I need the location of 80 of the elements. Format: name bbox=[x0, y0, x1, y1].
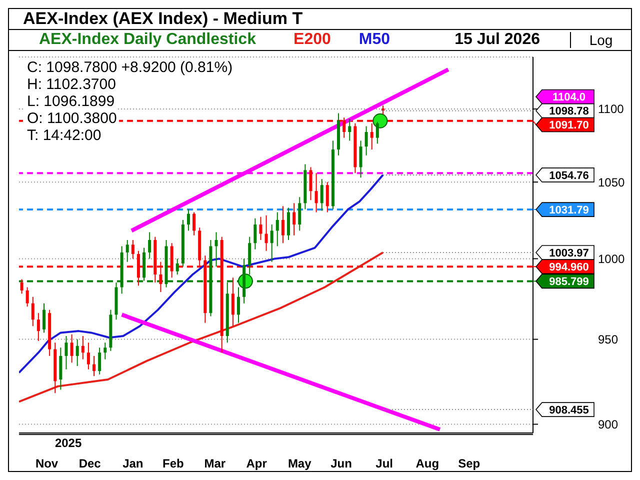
annotation: O: 1100.3800 bbox=[25, 110, 119, 127]
ref-line-label: 994.960 bbox=[549, 262, 589, 274]
candlestick bbox=[214, 232, 218, 268]
line-series bbox=[19, 251, 384, 403]
candlestick bbox=[104, 342, 107, 360]
text: E200 bbox=[294, 31, 331, 49]
candlestick bbox=[248, 236, 252, 276]
candlestick bbox=[20, 278, 24, 294]
candlestick bbox=[31, 296, 34, 327]
text: Log bbox=[570, 32, 631, 48]
x-tick-label: Jul bbox=[376, 456, 394, 471]
candlestick bbox=[254, 218, 257, 250]
candlestick bbox=[186, 208, 190, 232]
candlestick bbox=[281, 206, 284, 244]
candlestick bbox=[59, 347, 62, 390]
ref-line-label: 1091.70 bbox=[549, 120, 589, 132]
candlestick bbox=[192, 212, 196, 236]
candlestick bbox=[270, 224, 274, 262]
candlestick bbox=[36, 312, 40, 342]
candlestick bbox=[348, 118, 352, 142]
y-tick-label: 1100 bbox=[598, 102, 624, 116]
candlestick bbox=[276, 212, 279, 247]
chart-title: AEX-Index (AEX Index) - Medium T bbox=[9, 9, 631, 30]
annotation: H: 1102.3700 bbox=[25, 76, 118, 93]
text: 2025 bbox=[54, 436, 83, 450]
candlestick bbox=[86, 342, 90, 370]
annotation: 1098.78 bbox=[549, 106, 589, 118]
text: 15 Jul 2026 bbox=[454, 31, 540, 49]
candlestick bbox=[376, 121, 379, 144]
annotation: T: 14:42:00 bbox=[25, 127, 104, 144]
x-tick-label: Mar bbox=[204, 456, 226, 471]
annotation: 1003.97 bbox=[549, 247, 589, 260]
candlestick bbox=[81, 336, 84, 360]
y-tick-label: 1050 bbox=[598, 175, 626, 190]
candlestick bbox=[98, 347, 102, 375]
x-tick-label: Nov bbox=[35, 456, 58, 471]
candlestick bbox=[70, 334, 74, 364]
candlestick bbox=[292, 202, 296, 236]
chart-subtitle: AEX-Index Daily Candlestick bbox=[38, 31, 257, 49]
line-series bbox=[19, 174, 384, 374]
ref-line-label: 1031.79 bbox=[549, 204, 589, 217]
candlestick bbox=[264, 214, 268, 252]
x-tick-label: Dec bbox=[78, 456, 102, 471]
x-tick-label: Jan bbox=[122, 456, 144, 471]
candlestick bbox=[309, 166, 312, 201]
x-tick-label: Sep bbox=[458, 456, 480, 471]
annotation: L: 1096.1899 bbox=[25, 93, 117, 110]
candlestick bbox=[176, 258, 179, 276]
candlestick bbox=[364, 126, 368, 156]
annotation: 1054.76 bbox=[549, 170, 589, 182]
ref-line-label: 985.799 bbox=[549, 276, 589, 288]
candlestick bbox=[76, 338, 79, 366]
candlestick bbox=[131, 239, 134, 260]
y-tick-label: 900 bbox=[598, 418, 618, 432]
annotation: C: 1098.7800 +8.9200 (0.81%) bbox=[25, 59, 235, 76]
candlestick bbox=[236, 286, 240, 324]
text: 1104.0 bbox=[552, 92, 586, 104]
y-tick-label: 1000 bbox=[598, 252, 626, 266]
candlestick bbox=[92, 355, 96, 377]
candlestick bbox=[287, 207, 290, 240]
candlestick bbox=[359, 140, 362, 178]
candlestick bbox=[42, 302, 46, 334]
x-tick-label: Jun bbox=[330, 456, 352, 471]
candlestick bbox=[26, 286, 29, 308]
candlestick bbox=[314, 172, 318, 213]
candlestick bbox=[320, 178, 324, 212]
y-tick-label: 950 bbox=[598, 332, 618, 347]
candlestick bbox=[231, 277, 234, 327]
x-tick-label: Aug bbox=[416, 456, 440, 471]
candlestick bbox=[259, 216, 262, 240]
candlestick bbox=[298, 196, 302, 232]
candlestick bbox=[126, 239, 129, 262]
candlestick bbox=[64, 336, 68, 370]
text: M50 bbox=[358, 31, 390, 49]
candlestick bbox=[326, 182, 329, 213]
x-tick-label: May bbox=[288, 456, 312, 471]
candlestick bbox=[148, 232, 152, 260]
x-tick-label: Feb bbox=[162, 456, 184, 471]
x-tick-label: Apr bbox=[246, 456, 268, 471]
annotation: 908.455 bbox=[549, 404, 589, 417]
